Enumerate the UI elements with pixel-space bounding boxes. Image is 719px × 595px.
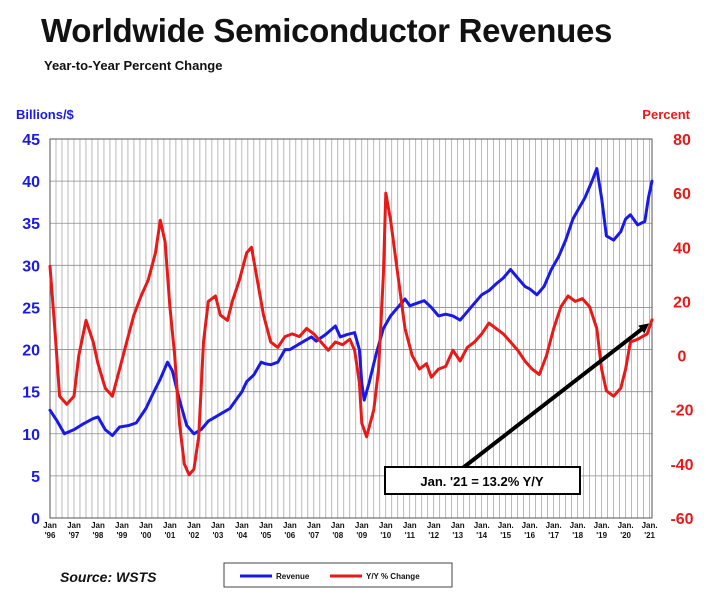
x-tick-label-bottom: '08 (332, 531, 343, 540)
left-tick-label: 30 (22, 258, 40, 275)
x-tick-label-bottom: '03 (212, 531, 223, 540)
revenue-line (48, 167, 654, 437)
legend-label: Y/Y % Change (366, 572, 420, 581)
x-tick-label-bottom: '96 (45, 531, 56, 540)
x-tick-label-bottom: '07 (308, 531, 319, 540)
x-tick-label-bottom: '13 (452, 531, 463, 540)
annotation: Jan. '21 = 13.2% Y/Y (384, 323, 650, 495)
x-tick-label-bottom: '00 (141, 531, 152, 540)
x-tick-label-bottom: '01 (165, 531, 176, 540)
x-tick-label-bottom: '16 (524, 531, 535, 540)
x-tick-label-top: Jan (331, 521, 345, 530)
x-tick-label-top: Jan (451, 521, 465, 530)
right-tick-label: -40 (670, 457, 693, 474)
x-tick-label-top: Jan. (522, 521, 538, 530)
x-tick-label-top: Jan (163, 521, 177, 530)
x-tick-label-top: Jan. (546, 521, 562, 530)
x-tick-label-top: Jan (403, 521, 417, 530)
yoy-change-line (48, 191, 654, 477)
x-tick-label-bottom: '14 (476, 531, 487, 540)
x-tick-label-bottom: '19 (596, 531, 607, 540)
x-tick-label-top: Jan (427, 521, 441, 530)
left-tick-label: 20 (22, 343, 40, 360)
annotation-box (384, 466, 581, 495)
right-tick-label: 60 (673, 186, 691, 203)
x-tick-label-bottom: '98 (93, 531, 104, 540)
left-tick-label: 15 (22, 385, 40, 402)
x-tick-label-top: Jan (139, 521, 153, 530)
x-tick-label-top: Jan. (618, 521, 634, 530)
left-tick-label: 0 (31, 511, 40, 528)
left-tick-label: 5 (31, 469, 40, 486)
left-tick-label: 40 (22, 174, 40, 191)
source-note: Source: WSTS (60, 569, 157, 585)
annotation-arrow (453, 323, 650, 476)
x-tick-label-bottom: '06 (284, 531, 295, 540)
x-tick-label-bottom: '17 (548, 531, 559, 540)
x-tick-label-top: Jan. (570, 521, 586, 530)
series-lines (48, 167, 654, 477)
x-tick-label-top: Jan (43, 521, 57, 530)
left-axis-label: Billions/$ (16, 107, 75, 122)
x-tick-label-top: Jan (115, 521, 129, 530)
left-tick-label: 45 (22, 132, 40, 149)
x-tick-label-top: Jan. (498, 521, 514, 530)
x-tick-label-top: Jan (187, 521, 201, 530)
right-tick-label: 80 (673, 132, 691, 149)
x-tick-label-bottom: '15 (500, 531, 511, 540)
right-tick-label: -20 (670, 403, 693, 420)
x-tick-label-bottom: '11 (405, 531, 416, 540)
annotation-text: Jan. '21 = 13.2% Y/Y (420, 474, 544, 489)
plot-frame (49, 138, 653, 519)
axes: 0 5 10 15 20 25 30 35 40 45 -60 -40 -20 0 20 40 60 80 Bill… (16, 107, 694, 540)
x-tick-label-top: Jan (211, 521, 225, 530)
x-tick-label-bottom: '18 (572, 531, 583, 540)
left-tick-label: 25 (22, 300, 40, 317)
x-tick-label-bottom: '09 (356, 531, 367, 540)
x-tick-label-bottom: '05 (260, 531, 271, 540)
x-tick-label-bottom: '99 (117, 531, 128, 540)
x-tick-label-bottom: '20 (620, 531, 631, 540)
x-tick-label-top: Jan (67, 521, 81, 530)
x-tick-label-top: Jan (355, 521, 369, 530)
x-tick-label-bottom: '21 (644, 531, 655, 540)
x-tick-label-bottom: '12 (428, 531, 439, 540)
right-tick-label: -60 (670, 511, 693, 528)
x-tick-label-top: Jan. (594, 521, 610, 530)
x-tick-label-top: Jan. (474, 521, 490, 530)
x-tick-label-top: Jan (91, 521, 105, 530)
x-tick-label-top: Jan (235, 521, 249, 530)
right-tick-label: 40 (673, 240, 691, 257)
grid (49, 138, 652, 519)
chart-title: Worldwide Semiconductor Revenues (41, 12, 613, 49)
x-tick-label-top: Jan. (642, 521, 658, 530)
x-tick-label-top: Jan (283, 521, 297, 530)
x-tick-label-bottom: '04 (236, 531, 247, 540)
legend-label: Revenue (276, 572, 310, 581)
right-tick-label: 20 (673, 294, 691, 311)
x-tick-label-top: Jan (307, 521, 321, 530)
left-tick-label: 10 (22, 427, 40, 444)
right-axis-label: Percent (642, 107, 690, 122)
x-tick-label-bottom: '02 (188, 531, 199, 540)
left-tick-label: 35 (22, 216, 40, 233)
x-tick-label-top: Jan (259, 521, 273, 530)
x-tick-label-bottom: '97 (69, 531, 80, 540)
legend: Revenue Y/Y % Change (223, 562, 453, 588)
x-tick-label-bottom: '10 (380, 531, 391, 540)
right-tick-label: 0 (678, 349, 687, 366)
chart-subtitle: Year-to-Year Percent Change (44, 58, 223, 73)
x-tick-label-top: Jan (379, 521, 393, 530)
